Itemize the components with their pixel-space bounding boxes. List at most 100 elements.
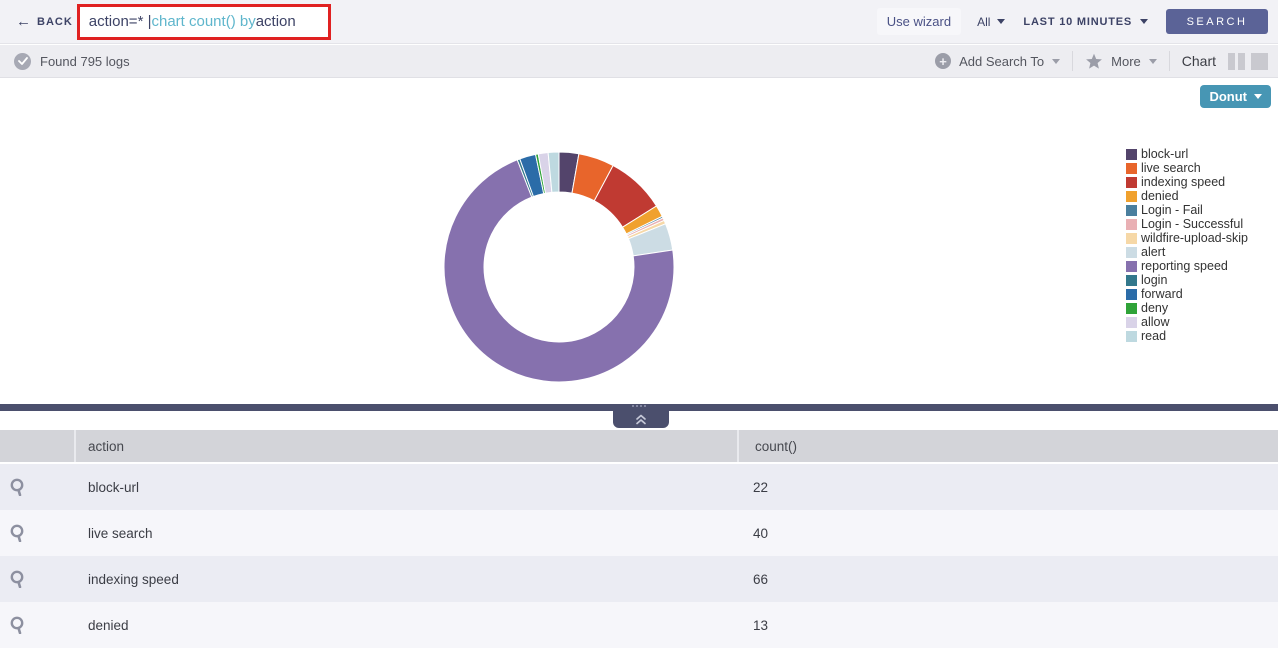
legend-label: denied bbox=[1141, 189, 1179, 203]
magnifier-icon bbox=[10, 616, 24, 634]
split-view-icon[interactable] bbox=[1228, 52, 1245, 70]
legend-swatch bbox=[1126, 246, 1137, 258]
legend-label: alert bbox=[1141, 245, 1166, 259]
drag-handle-dots bbox=[0, 405, 1278, 407]
scope-dropdown[interactable]: All bbox=[977, 15, 1006, 29]
donut-slice-reporting-speed[interactable] bbox=[443, 159, 675, 383]
legend-item[interactable]: wildfire-upload-skip bbox=[1126, 231, 1248, 245]
row-action-value: block-url bbox=[88, 479, 140, 495]
legend-swatch bbox=[1126, 232, 1137, 244]
donut-chart bbox=[443, 151, 675, 383]
time-range-value: LAST 10 MINUTES bbox=[1023, 15, 1132, 28]
back-label: BACK bbox=[37, 15, 73, 28]
legend-swatch bbox=[1126, 274, 1137, 286]
add-search-to-label: Add Search To bbox=[959, 53, 1045, 69]
legend-item[interactable]: Login - Successful bbox=[1126, 217, 1248, 231]
query-part-field: action bbox=[255, 13, 296, 30]
legend-item[interactable]: read bbox=[1126, 329, 1248, 343]
back-arrow-icon: ← bbox=[16, 13, 32, 30]
legend-label: Login - Fail bbox=[1141, 203, 1203, 217]
table-header-icon-cell bbox=[0, 430, 76, 462]
table-row[interactable]: denied 13 bbox=[0, 602, 1278, 648]
chevron-down-icon bbox=[997, 19, 1006, 24]
legend-swatch bbox=[1126, 316, 1137, 328]
drilldown-search-button[interactable] bbox=[9, 524, 26, 542]
legend-swatch bbox=[1126, 260, 1137, 272]
results-bar: Found 795 logs + Add Search To More Char… bbox=[0, 45, 1278, 78]
chevron-down-icon bbox=[1148, 58, 1157, 64]
legend-item[interactable]: reporting speed bbox=[1126, 259, 1248, 273]
more-label: More bbox=[1111, 53, 1141, 69]
drilldown-search-button[interactable] bbox=[9, 478, 26, 496]
chart-type-value: Donut bbox=[1209, 89, 1247, 104]
legend-item[interactable]: block-url bbox=[1126, 147, 1248, 161]
legend-label: read bbox=[1141, 329, 1167, 343]
legend-item[interactable]: live search bbox=[1126, 161, 1248, 175]
time-range-dropdown[interactable]: LAST 10 MINUTES bbox=[1023, 16, 1148, 28]
legend-swatch bbox=[1126, 148, 1137, 160]
full-view-icon[interactable] bbox=[1251, 52, 1268, 70]
back-button[interactable]: ← BACK bbox=[16, 14, 73, 29]
legend-item[interactable]: forward bbox=[1126, 287, 1248, 301]
legend-item[interactable]: indexing speed bbox=[1126, 175, 1248, 189]
row-action-value: indexing speed bbox=[88, 571, 179, 587]
legend-item[interactable]: alert bbox=[1126, 245, 1248, 259]
results-table: action count() block-url 22 live search bbox=[0, 430, 1278, 648]
legend-swatch bbox=[1126, 302, 1137, 314]
drilldown-search-button[interactable] bbox=[9, 570, 26, 588]
search-status: Found 795 logs bbox=[14, 52, 130, 70]
legend-label: forward bbox=[1141, 287, 1183, 301]
magnifier-icon bbox=[10, 524, 24, 542]
legend-item[interactable]: login bbox=[1126, 273, 1248, 287]
chevron-down-icon bbox=[1140, 19, 1148, 24]
legend-label: indexing speed bbox=[1141, 175, 1226, 189]
column-header-action[interactable]: action bbox=[88, 438, 125, 454]
divider bbox=[1168, 51, 1170, 71]
query-part-filter: action=* | bbox=[88, 13, 152, 30]
search-topbar: ← BACK action=* | chart count() by actio… bbox=[0, 0, 1278, 44]
legend-swatch bbox=[1126, 204, 1137, 216]
more-dropdown[interactable]: More bbox=[1085, 53, 1157, 70]
donut-slice-read[interactable] bbox=[547, 151, 560, 193]
column-header-count[interactable]: count() bbox=[737, 430, 1278, 462]
query-part-operator: chart count() by bbox=[151, 13, 256, 30]
table-row[interactable]: block-url 22 bbox=[0, 464, 1278, 510]
row-action-value: live search bbox=[88, 525, 153, 541]
chart-type-dropdown[interactable]: Donut bbox=[1200, 85, 1271, 108]
table-body: block-url 22 live search 40 indexing spe… bbox=[0, 464, 1278, 648]
check-circle-icon bbox=[14, 52, 31, 70]
legend-swatch bbox=[1126, 218, 1137, 230]
chart-view-label: Chart bbox=[1181, 53, 1216, 69]
legend-swatch bbox=[1126, 288, 1137, 300]
collapse-chart-button[interactable] bbox=[613, 411, 669, 428]
legend-label: Login - Successful bbox=[1141, 217, 1244, 231]
use-wizard-link[interactable]: Use wizard bbox=[876, 8, 962, 35]
magnifier-icon bbox=[10, 478, 24, 496]
legend-item[interactable]: denied bbox=[1126, 189, 1248, 203]
legend-label: wildfire-upload-skip bbox=[1141, 231, 1248, 245]
row-count-value: 40 bbox=[753, 525, 769, 541]
legend-label: live search bbox=[1141, 161, 1201, 175]
legend-item[interactable]: allow bbox=[1126, 315, 1248, 329]
row-count-value: 13 bbox=[753, 617, 769, 633]
legend-item[interactable]: Login - Fail bbox=[1126, 203, 1248, 217]
magnifier-icon bbox=[10, 570, 24, 588]
legend-label: reporting speed bbox=[1141, 259, 1228, 273]
row-count-value: 22 bbox=[753, 479, 769, 495]
star-icon bbox=[1086, 53, 1103, 69]
table-row[interactable]: live search 40 bbox=[0, 510, 1278, 556]
legend-item[interactable]: deny bbox=[1126, 301, 1248, 315]
legend-label: login bbox=[1141, 273, 1168, 287]
row-count-value: 66 bbox=[753, 571, 769, 587]
panel-splitter[interactable] bbox=[0, 404, 1278, 411]
legend-label: allow bbox=[1141, 315, 1170, 329]
chevron-down-icon bbox=[1254, 94, 1262, 99]
search-button[interactable]: SEARCH bbox=[1166, 9, 1268, 34]
add-search-to-dropdown[interactable]: + Add Search To bbox=[935, 53, 1061, 69]
search-query-input[interactable]: action=* | chart count() by action bbox=[76, 3, 331, 40]
legend-label: block-url bbox=[1141, 147, 1189, 161]
table-row[interactable]: indexing speed 66 bbox=[0, 556, 1278, 602]
chevron-down-icon bbox=[1052, 58, 1061, 64]
chart-legend: block-url live search indexing speed den… bbox=[1126, 147, 1248, 343]
drilldown-search-button[interactable] bbox=[9, 616, 26, 634]
